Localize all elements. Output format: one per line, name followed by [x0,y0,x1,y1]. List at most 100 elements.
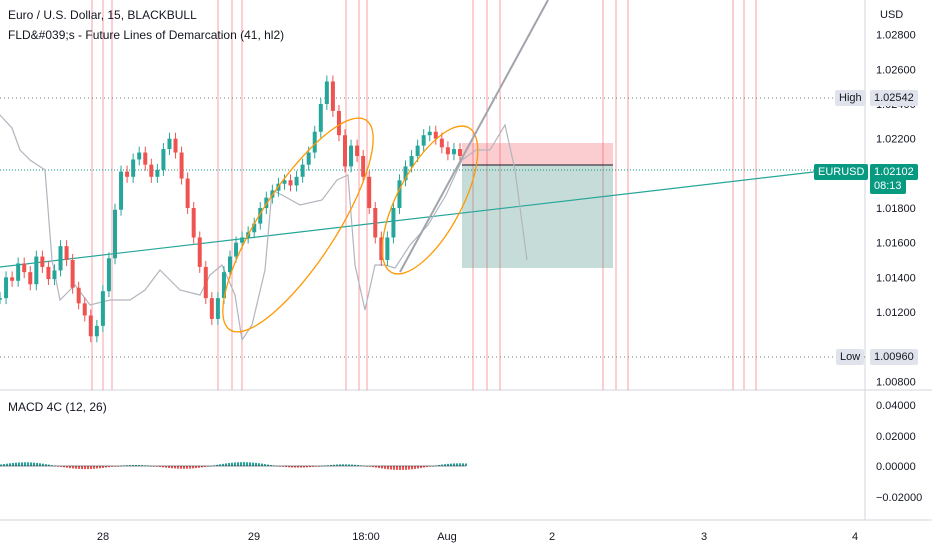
candle-body [433,131,438,139]
macd-bar [183,466,185,469]
macd-bar [111,466,113,467]
candle-body [439,138,444,148]
candle-body [318,104,323,132]
macd-tick-label: 0.04000 [876,400,916,412]
macd-tick-label: 0.00000 [876,461,916,473]
high-label: High [835,90,866,106]
macd-bar [309,466,311,468]
candle-body [137,152,142,160]
macd-bar [75,466,77,469]
macd-bar [393,466,395,470]
macd-bar [15,462,17,466]
stop-zone [462,165,613,268]
macd-bar [204,466,206,467]
macd-bar [249,462,251,466]
macd-bar [342,464,344,466]
macd-bar [447,463,449,466]
time-tick-label: 4 [852,531,858,543]
candle-body [288,180,293,186]
macd-bar [72,466,74,469]
macd-bar [384,466,386,469]
macd-bar [312,466,314,467]
macd-bar [402,466,404,470]
macd-bar [228,463,230,466]
time-tick-label: 18:00 [352,531,380,543]
macd-bar [411,466,413,470]
macd-bar [51,465,53,466]
macd-bar [84,466,86,470]
macd-bar [168,466,170,468]
macd-bar [375,466,377,468]
macd-bar [90,466,92,469]
macd-bar [294,466,296,468]
macd-bar [348,464,350,466]
candle-body [94,325,99,337]
macd-bar [252,462,254,466]
candle-body [125,171,130,177]
macd-bar [126,465,128,466]
candle-body [0,298,2,300]
macd-bar [399,466,401,470]
macd-bar [174,466,176,469]
candle-body [330,81,335,111]
macd-tick-label: −0.02000 [876,492,922,504]
candle-body [28,272,33,285]
candle-body [173,138,178,153]
macd-bar [99,466,101,469]
macd-bar [303,466,305,468]
macd-bar [66,466,68,468]
candle-body [100,291,105,326]
price-tick-label: 1.01200 [876,307,916,319]
candle-body [258,208,263,224]
macd-bar [327,465,329,466]
fld-line [0,114,528,342]
price-tick-label: 1.02200 [876,134,916,146]
macd-bar [462,463,464,466]
macd-bar [351,464,353,466]
price-tick-label: 1.02800 [876,30,916,42]
candle-body [34,256,39,285]
currency-label: USD [880,9,904,21]
macd-bar [36,462,38,466]
macd-bar [387,466,389,470]
macd-bar [144,465,146,466]
macd-bar [288,466,290,468]
candle-body [349,145,354,167]
candle-body [343,135,347,167]
candle-body [161,149,166,170]
macd-bar [27,462,29,466]
candle-body [197,237,202,267]
macd-bar [93,466,95,469]
macd-bar [138,465,140,466]
candle-body [421,135,426,146]
macd-bar [162,466,164,468]
candle-body [221,272,226,299]
macd-bar [333,464,335,466]
candle-body [397,180,402,208]
macd-bar [30,462,32,466]
macd-bar [0,464,2,466]
macd-bar [177,466,179,469]
macd-bar [300,466,302,468]
price-tick-label: 1.01400 [876,272,916,284]
candle-body [240,237,245,243]
candle-body [209,298,214,319]
high-value-tag: 1.02542 [870,90,918,106]
macd-bar [345,464,347,466]
candle-body [106,258,111,292]
candle-body [70,260,75,288]
candle-body [300,164,305,177]
macd-tick-label: 0.02000 [876,431,916,443]
candle-body [252,223,257,233]
macd-bar [417,466,419,469]
macd-bar [108,466,110,468]
macd-bar [255,462,257,466]
candle-body [203,266,208,299]
macd-bar [141,465,143,466]
ellipse-2 [381,125,479,275]
low-label: Low [836,349,865,365]
candle-body [234,242,239,257]
macd-bar [450,463,452,466]
price-tick-label: 1.00800 [876,376,916,388]
